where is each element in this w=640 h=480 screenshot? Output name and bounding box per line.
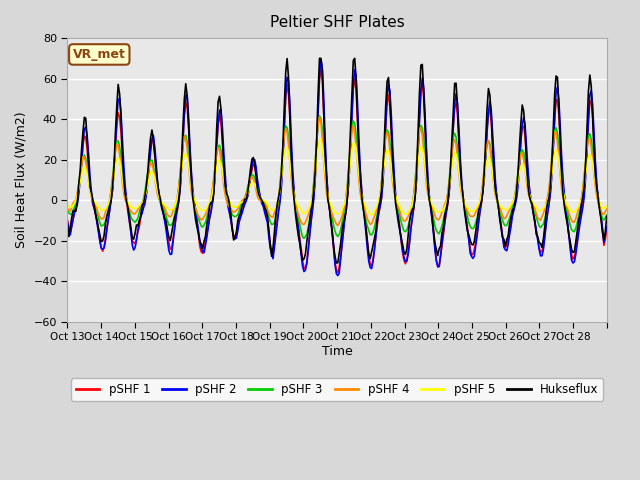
Hukseflux xyxy=(63,222,71,228)
Hukseflux xyxy=(99,238,106,244)
pSHF 4 xyxy=(603,206,611,212)
Y-axis label: Soil Heat Flux (W/m2): Soil Heat Flux (W/m2) xyxy=(15,111,28,248)
pSHF 4 xyxy=(99,216,106,222)
Legend: pSHF 1, pSHF 2, pSHF 3, pSHF 4, pSHF 5, Hukseflux: pSHF 1, pSHF 2, pSHF 3, pSHF 4, pSHF 5, … xyxy=(71,378,604,401)
pSHF 2 xyxy=(334,273,342,278)
Line: pSHF 4: pSHF 4 xyxy=(67,117,607,226)
pSHF 1 xyxy=(344,193,351,199)
pSHF 2 xyxy=(344,192,351,197)
pSHF 2 xyxy=(603,224,611,229)
pSHF 5 xyxy=(63,202,71,208)
pSHF 5 xyxy=(342,195,350,201)
Hukseflux xyxy=(344,189,351,195)
pSHF 1 xyxy=(531,221,539,227)
pSHF 4 xyxy=(63,206,71,212)
pSHF 1 xyxy=(63,217,71,223)
pSHF 2 xyxy=(99,246,106,252)
X-axis label: Time: Time xyxy=(322,345,353,358)
Title: Peltier SHF Plates: Peltier SHF Plates xyxy=(269,15,404,30)
pSHF 1 xyxy=(82,135,90,141)
Line: pSHF 3: pSHF 3 xyxy=(67,116,607,238)
pSHF 3 xyxy=(99,222,106,228)
pSHF 3 xyxy=(82,156,90,162)
pSHF 5 xyxy=(368,212,376,217)
pSHF 1 xyxy=(334,270,342,276)
Line: pSHF 5: pSHF 5 xyxy=(67,139,607,215)
pSHF 2 xyxy=(317,56,324,62)
pSHF 3 xyxy=(602,215,609,221)
Hukseflux xyxy=(451,81,458,86)
pSHF 1 xyxy=(602,237,609,242)
pSHF 2 xyxy=(531,219,539,225)
pSHF 2 xyxy=(63,219,71,225)
pSHF 5 xyxy=(317,136,324,142)
Hukseflux xyxy=(603,214,611,219)
pSHF 5 xyxy=(82,167,90,172)
pSHF 2 xyxy=(82,124,90,130)
pSHF 3 xyxy=(63,207,71,213)
pSHF 3 xyxy=(344,178,351,184)
Hukseflux xyxy=(316,56,323,61)
Hukseflux xyxy=(82,115,90,121)
pSHF 3 xyxy=(451,131,458,136)
pSHF 3 xyxy=(531,211,539,216)
pSHF 3 xyxy=(316,113,323,119)
pSHF 5 xyxy=(602,204,609,210)
Line: Hukseflux: Hukseflux xyxy=(67,59,607,263)
pSHF 3 xyxy=(300,235,308,241)
Hukseflux xyxy=(602,228,609,234)
pSHF 4 xyxy=(531,206,539,212)
pSHF 4 xyxy=(344,180,351,186)
pSHF 1 xyxy=(99,248,106,254)
pSHF 4 xyxy=(334,223,342,228)
pSHF 4 xyxy=(316,114,323,120)
pSHF 1 xyxy=(451,105,458,110)
pSHF 1 xyxy=(317,66,324,72)
pSHF 4 xyxy=(451,137,458,143)
pSHF 5 xyxy=(99,207,106,213)
Hukseflux xyxy=(333,260,340,266)
pSHF 3 xyxy=(603,212,611,218)
Text: VR_met: VR_met xyxy=(73,48,125,61)
pSHF 5 xyxy=(531,203,539,209)
pSHF 4 xyxy=(602,209,609,215)
Hukseflux xyxy=(531,219,539,225)
pSHF 1 xyxy=(603,227,611,232)
pSHF 2 xyxy=(451,100,458,106)
Line: pSHF 2: pSHF 2 xyxy=(67,59,607,276)
pSHF 5 xyxy=(603,203,611,209)
pSHF 5 xyxy=(451,150,458,156)
pSHF 2 xyxy=(602,232,609,238)
pSHF 4 xyxy=(82,159,90,165)
Line: pSHF 1: pSHF 1 xyxy=(67,69,607,273)
